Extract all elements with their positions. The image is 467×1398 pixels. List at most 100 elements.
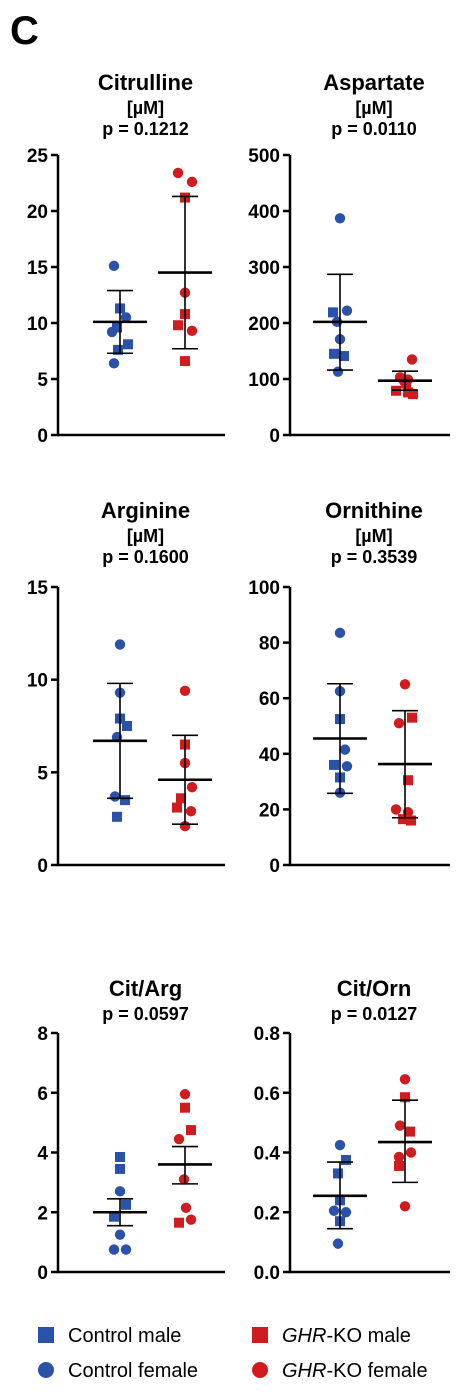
data-point-circle xyxy=(334,1139,346,1151)
y-tick-label: 0 xyxy=(37,1263,48,1284)
legend-square-marker xyxy=(38,1327,54,1343)
chart-unit: [µM] xyxy=(355,526,392,546)
chart-unit: [µM] xyxy=(127,526,164,546)
p-value: p = 0.1212 xyxy=(102,119,189,139)
data-point-square xyxy=(122,721,132,731)
y-tick-label: 100 xyxy=(248,370,280,391)
data-point-circle xyxy=(341,761,353,772)
data-point-circle xyxy=(334,627,346,639)
data-point-square xyxy=(400,1092,410,1103)
data-point-circle xyxy=(390,804,402,815)
legend-item: Control female xyxy=(38,1360,198,1382)
data-point-circle xyxy=(108,358,120,369)
y-tick-label: 200 xyxy=(248,314,280,335)
data-point-square xyxy=(186,1125,196,1136)
data-point-square xyxy=(398,814,408,825)
data-point-square xyxy=(176,793,186,804)
data-point-circle xyxy=(172,167,184,179)
chart-aspartate: Aspartate [µM]p = 0.0110 0 100 200 300 400 500 xyxy=(248,70,450,447)
data-point-square xyxy=(329,348,339,359)
data-point-square xyxy=(394,1160,404,1171)
y-tick-label: 5 xyxy=(37,763,48,784)
data-point-circle xyxy=(173,1133,185,1145)
legend-square-marker xyxy=(252,1327,268,1343)
y-tick-label: 40 xyxy=(259,745,280,766)
chart-citrulline: Citrulline [µM]p = 0.1212 0 5 10 15 20 25 xyxy=(27,70,225,447)
data-point-circle xyxy=(109,791,121,802)
data-point-circle xyxy=(114,639,126,650)
data-point-circle xyxy=(186,325,198,337)
chart-title: Cit/Arg xyxy=(109,976,182,1001)
y-tick-label: 10 xyxy=(27,314,48,335)
data-point-square xyxy=(112,322,122,333)
data-point-circle xyxy=(341,305,353,316)
y-tick-label: 8 xyxy=(37,1024,48,1045)
group-ghr-ko xyxy=(158,167,212,367)
data-point-circle xyxy=(399,679,411,690)
y-tick-label: 5 xyxy=(37,370,48,391)
data-point-circle xyxy=(180,1202,192,1213)
data-point-circle xyxy=(393,1151,405,1163)
chart-ornithine: Ornithine [µM]p = 0.3539 0 20 40 60 80 100 xyxy=(248,498,450,877)
p-value: p = 0.0127 xyxy=(331,1004,418,1024)
data-point-circle xyxy=(114,1229,126,1240)
data-point-circle xyxy=(399,1074,411,1085)
data-point-square xyxy=(407,712,417,723)
y-tick-label: 4 xyxy=(37,1144,48,1165)
legend-label: GHR-KO female xyxy=(282,1360,428,1382)
y-tick-label: 6 xyxy=(37,1084,48,1105)
data-point-square xyxy=(180,356,190,367)
data-point-circle xyxy=(393,718,405,729)
data-point-circle xyxy=(120,312,132,323)
data-point-square xyxy=(172,802,182,813)
chart-title: Cit/Orn xyxy=(337,976,412,1001)
data-point-square xyxy=(121,1199,131,1210)
data-point-circle xyxy=(120,1244,132,1255)
data-point-circle xyxy=(394,1120,406,1131)
data-point-circle xyxy=(186,176,198,188)
data-point-circle xyxy=(179,1089,191,1100)
legend-item: Control male xyxy=(38,1325,181,1347)
chart-title: Arginine xyxy=(101,498,190,523)
group-ghr-ko xyxy=(378,1074,432,1212)
group-ghr-ko xyxy=(158,685,212,832)
data-point-square xyxy=(329,759,339,770)
y-tick-label: 80 xyxy=(259,634,280,655)
data-point-square xyxy=(173,320,183,331)
data-point-circle xyxy=(399,1201,411,1212)
group-control xyxy=(93,639,147,822)
data-point-circle xyxy=(114,1186,126,1197)
chart-unit: [µM] xyxy=(127,98,164,118)
p-value: p = 0.3539 xyxy=(331,547,418,567)
legend: Control male GHR-KO male Control female GHR… xyxy=(38,1325,428,1382)
legend-label: Control female xyxy=(68,1360,198,1382)
data-point-circle xyxy=(108,1244,120,1255)
data-point-circle xyxy=(186,781,198,793)
data-point-circle xyxy=(106,326,118,338)
legend-label: GHR-KO male xyxy=(282,1325,411,1347)
p-value: p = 0.0110 xyxy=(331,119,417,139)
data-point-square xyxy=(333,1168,343,1179)
y-tick-label: 60 xyxy=(259,689,280,710)
data-point-circle xyxy=(332,366,344,377)
data-point-circle xyxy=(185,1214,197,1225)
data-point-circle xyxy=(185,806,197,817)
y-tick-label: 20 xyxy=(27,202,48,223)
group-control xyxy=(313,1139,367,1249)
chart-cit-arg: Cit/Arg p = 0.0597 0 2 4 6 8 xyxy=(37,976,225,1284)
y-tick-label: 0.4 xyxy=(254,1144,281,1165)
data-point-square xyxy=(120,795,130,806)
chart-title: Aspartate xyxy=(323,70,424,95)
group-ghr-ko xyxy=(378,679,432,826)
y-tick-label: 0 xyxy=(269,856,280,877)
y-tick-label: 500 xyxy=(248,146,280,167)
group-ghr-ko xyxy=(158,1089,212,1228)
data-point-circle xyxy=(334,213,346,224)
data-point-circle xyxy=(332,1238,344,1249)
y-tick-label: 25 xyxy=(27,146,49,167)
y-tick-label: 15 xyxy=(27,258,49,279)
legend-circle-marker xyxy=(252,1362,268,1378)
data-point-square xyxy=(174,1217,184,1228)
